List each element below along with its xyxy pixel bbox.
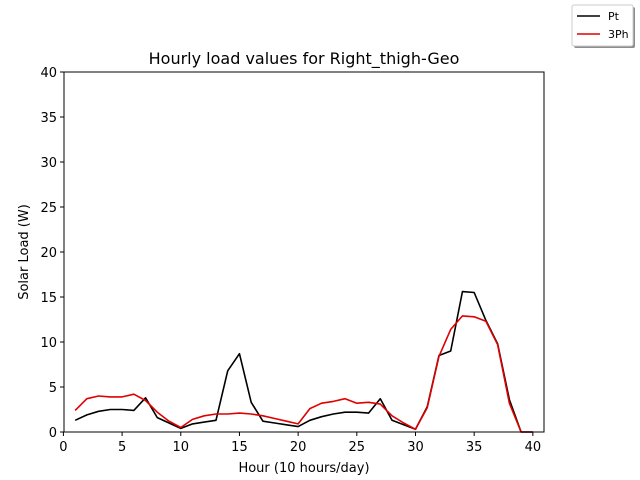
- x-tick-label: 40: [525, 440, 542, 455]
- series-line-pt: [74, 290, 533, 433]
- series-line-3ph: [74, 315, 533, 433]
- plot-area: [74, 290, 533, 433]
- x-axis: 0 5 10 15 20 25 30 35 40: [59, 432, 541, 455]
- x-tick-label: 10: [172, 440, 189, 455]
- y-tick-label: 40: [40, 66, 57, 81]
- y-axis-label: Solar Load (W): [17, 204, 32, 300]
- chart-title: Hourly load values for Right_thigh-Geo: [149, 49, 460, 69]
- y-tick-label: 10: [40, 336, 57, 351]
- y-tick-label: 25: [40, 201, 57, 216]
- x-tick-label: 0: [59, 440, 67, 455]
- y-tick-label: 5: [49, 381, 57, 396]
- x-axis-label: Hour (10 hours/day): [238, 461, 369, 476]
- y-tick-label: 0: [49, 426, 57, 441]
- legend[interactable]: Pt 3Ph: [571, 4, 635, 48]
- x-tick-label: 5: [118, 440, 126, 455]
- y-tick-label: 30: [40, 156, 57, 171]
- y-tick-label: 20: [40, 246, 57, 261]
- y-tick-label: 15: [40, 291, 57, 306]
- x-tick-label: 15: [231, 440, 248, 455]
- legend-label-3ph: 3Ph: [608, 28, 629, 41]
- x-tick-label: 35: [466, 440, 483, 455]
- legend-label-pt: Pt: [608, 10, 620, 23]
- x-tick-label: 20: [290, 440, 307, 455]
- x-tick-label: 30: [407, 440, 424, 455]
- y-axis: 0 5 10 15 20 25 30 35 40: [40, 66, 64, 441]
- x-tick-label: 25: [349, 440, 366, 455]
- plot-frame: [63, 71, 545, 433]
- y-tick-label: 35: [40, 111, 57, 126]
